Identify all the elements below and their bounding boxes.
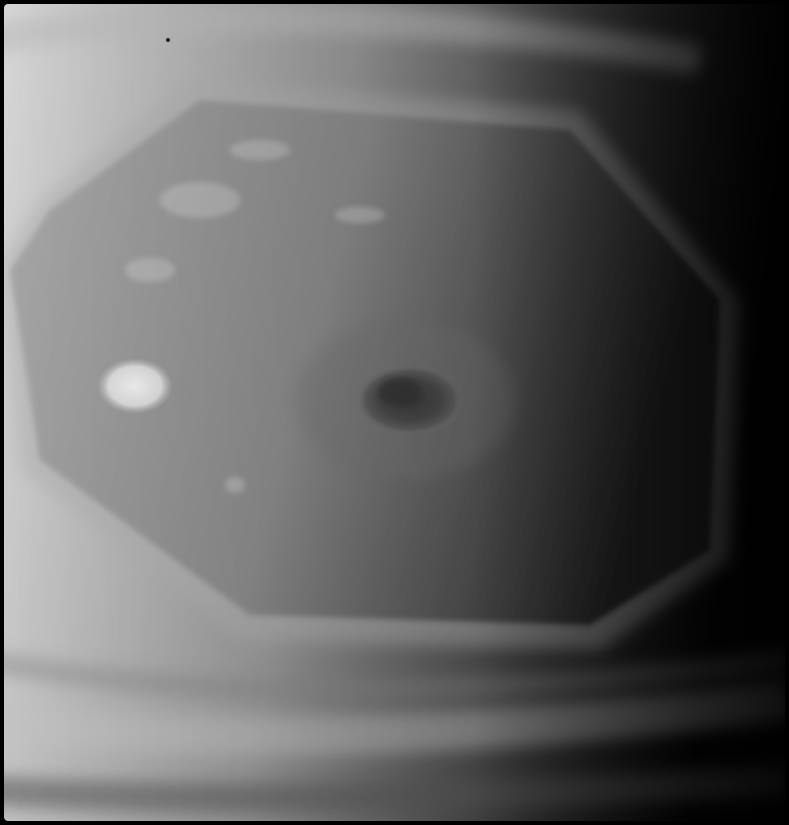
- speck: [166, 38, 170, 42]
